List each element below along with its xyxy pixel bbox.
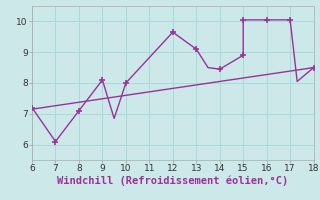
X-axis label: Windchill (Refroidissement éolien,°C): Windchill (Refroidissement éolien,°C) bbox=[57, 176, 288, 186]
